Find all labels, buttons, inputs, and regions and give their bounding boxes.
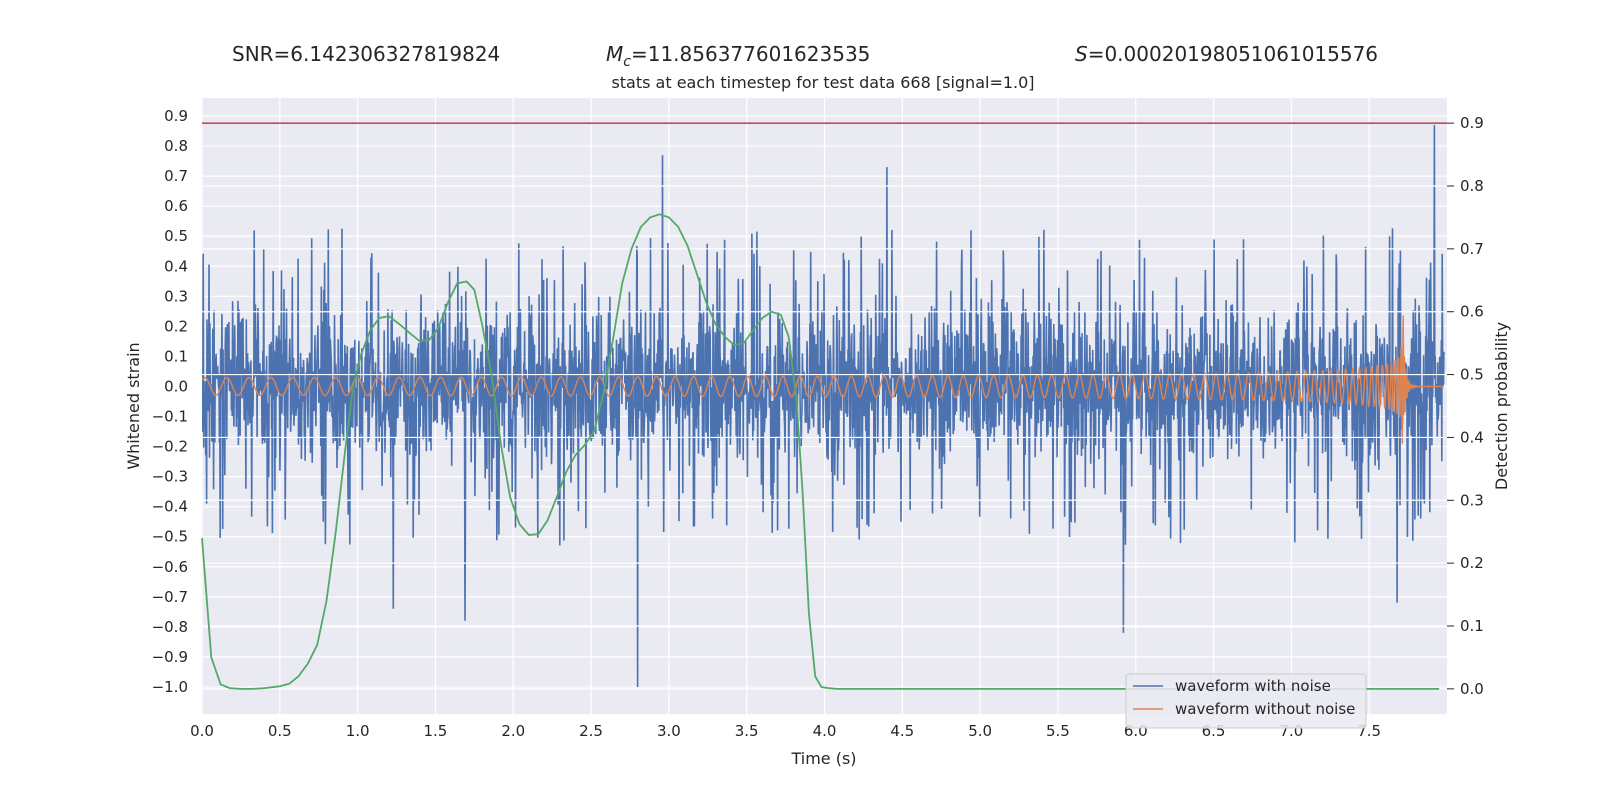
- x-tick-label: 2.5: [579, 722, 603, 740]
- y-tick-label: 0.0: [164, 377, 188, 395]
- x-axis-label: Time (s): [790, 749, 856, 768]
- x-tick-label: 1.0: [346, 722, 370, 740]
- series-waveform-with-noise: [202, 124, 1445, 688]
- x-tick-label: 0.0: [190, 722, 214, 740]
- chirp-mass-value: =11.856377601623535: [631, 42, 870, 66]
- y2-tick-label: 0.9: [1460, 114, 1484, 132]
- chirp-mass-symbol: M: [606, 42, 623, 66]
- y2-tick-labels: 0.9 0.8 0.7 0.6 0.5 0.4 0.3 0.2 0.1 0.0: [1447, 114, 1484, 698]
- y-tick-label: 0.1: [164, 347, 188, 365]
- y-tick-label: 0.7: [164, 167, 188, 185]
- y2-tick-label: 0.2: [1460, 554, 1484, 572]
- snr-label: SNR=6.142306327819824: [232, 42, 500, 66]
- y-tick-label: −0.1: [152, 408, 188, 426]
- y2-tick-label: 0.6: [1460, 303, 1484, 321]
- y-axis-label: Whitened strain: [124, 342, 143, 469]
- x-tick-label: 3.5: [735, 722, 759, 740]
- y-tick-label: −0.2: [152, 438, 188, 456]
- chirp-mass-subscript: c: [623, 54, 631, 70]
- y-tick-label: 0.3: [164, 287, 188, 305]
- y-tick-label: 0.4: [164, 257, 188, 275]
- legend-box: [1125, 673, 1367, 729]
- y-tick-label: −0.7: [152, 588, 188, 606]
- y2-tick-label: 0.5: [1460, 366, 1484, 384]
- y-tick-label: −1.0: [152, 678, 188, 696]
- y-tick-label: −0.5: [152, 528, 188, 546]
- y2-tick-label: 0.1: [1460, 617, 1484, 635]
- x-tick-labels: 0.0 0.5 1.0 1.5 2.0 2.5 3.0 3.5 4.0 4.5 5.0 5.5 6.0 6…: [190, 722, 1381, 740]
- y2-axis-label: Detection probability: [1492, 322, 1511, 490]
- y-tick-label: 0.6: [164, 197, 188, 215]
- x-tick-label: 5.5: [1046, 722, 1070, 740]
- x-tick-label: 2.0: [501, 722, 525, 740]
- legend: waveform with noise waveform without noi…: [1125, 673, 1367, 729]
- y-tick-label: 0.5: [164, 227, 188, 245]
- x-tick-label: 5.0: [968, 722, 992, 740]
- y2-tick-label: 0.4: [1460, 428, 1484, 446]
- series-detection-probability: [201, 213, 1440, 690]
- y-tick-label: −0.4: [152, 498, 188, 516]
- y2-tick-label: 0.3: [1460, 491, 1484, 509]
- x-tick-label: 4.5: [890, 722, 914, 740]
- y-tick-label: −0.3: [152, 468, 188, 486]
- x-tick-label: 0.5: [268, 722, 292, 740]
- s-statistic-label: S=0.00020198051061015576: [1075, 42, 1378, 66]
- chirp-mass-label: Mc=11.856377601623535: [606, 42, 870, 70]
- right-axis-gridlines: [201, 122, 1447, 690]
- x-tick-label: 1.5: [424, 722, 448, 740]
- y2-tick-label: 0.8: [1460, 177, 1484, 195]
- y2-tick-label: 0.7: [1460, 240, 1484, 258]
- legend-label-noise: waveform with noise: [1175, 677, 1331, 695]
- y-tick-label: −0.9: [152, 648, 188, 666]
- y2-tick-label: 0.0: [1460, 680, 1484, 698]
- chart-title: stats at each timestep for test data 668…: [611, 73, 1034, 92]
- series-waveform-without-noise: [202, 315, 1444, 444]
- y-tick-label: 0.8: [164, 137, 188, 155]
- y-tick-label: 0.9: [164, 107, 188, 125]
- x-tick-label: 4.0: [813, 722, 837, 740]
- legend-label-clean: waveform without noise: [1175, 700, 1355, 718]
- y-tick-label: −0.8: [152, 618, 188, 636]
- y-tick-labels: 0.9 0.8 0.7 0.6 0.5 0.4 0.3 0.2 0.1 0.0 −0.1 −0.2 −0…: [152, 107, 188, 696]
- y-tick-label: 0.2: [164, 317, 188, 335]
- s-symbol: S: [1075, 42, 1088, 66]
- x-tick-label: 3.0: [657, 722, 681, 740]
- s-value: =0.00020198051061015576: [1088, 42, 1378, 66]
- plot-content: [202, 124, 1445, 688]
- y-tick-label: −0.6: [152, 558, 188, 576]
